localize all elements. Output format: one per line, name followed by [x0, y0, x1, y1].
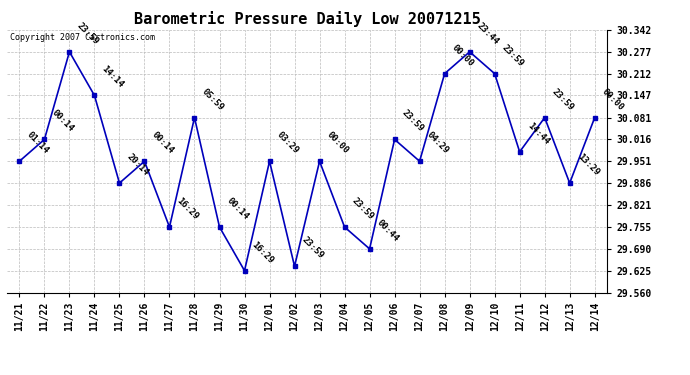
Text: 05:59: 05:59	[200, 87, 226, 112]
Text: 01:14: 01:14	[25, 130, 50, 156]
Text: 16:29: 16:29	[250, 240, 275, 265]
Text: 16:29: 16:29	[175, 196, 200, 222]
Text: Copyright 2007 Cartronics.com: Copyright 2007 Cartronics.com	[10, 33, 155, 42]
Text: 00:14: 00:14	[50, 108, 75, 134]
Text: 13:29: 13:29	[575, 152, 600, 177]
Text: 23:44: 23:44	[475, 21, 500, 46]
Text: 23:59: 23:59	[500, 43, 526, 68]
Text: 04:29: 04:29	[425, 130, 451, 156]
Text: 23:59: 23:59	[400, 108, 426, 134]
Title: Barometric Pressure Daily Low 20071215: Barometric Pressure Daily Low 20071215	[134, 12, 480, 27]
Text: 23:59: 23:59	[75, 21, 100, 46]
Text: 23:59: 23:59	[300, 236, 326, 261]
Text: 00:00: 00:00	[450, 43, 475, 68]
Text: 14:14: 14:14	[100, 64, 126, 90]
Text: 00:14: 00:14	[150, 130, 175, 156]
Text: 23:59: 23:59	[350, 196, 375, 222]
Text: 00:00: 00:00	[600, 87, 626, 112]
Text: 14:44: 14:44	[525, 121, 551, 146]
Text: 00:14: 00:14	[225, 196, 250, 222]
Text: 00:44: 00:44	[375, 218, 400, 243]
Text: 20:14: 20:14	[125, 152, 150, 177]
Text: 23:59: 23:59	[550, 87, 575, 112]
Text: 00:00: 00:00	[325, 130, 351, 156]
Text: 03:29: 03:29	[275, 130, 300, 156]
